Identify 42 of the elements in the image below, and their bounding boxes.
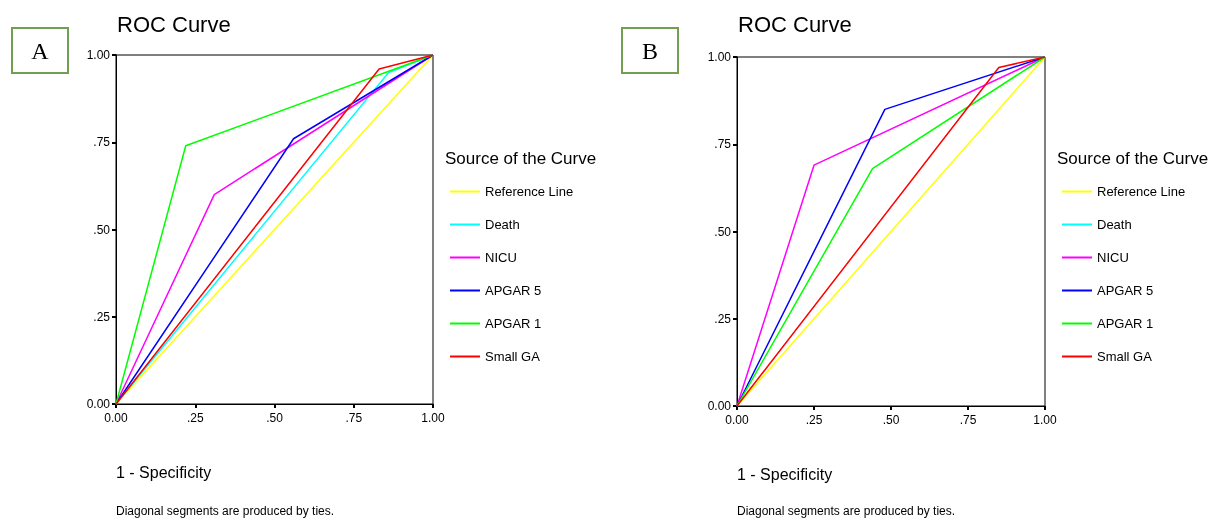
x-tick-label: 0.00 xyxy=(104,411,128,425)
y-tick-label: .75 xyxy=(714,137,732,152)
x-axis-title: 1 - Specificity xyxy=(116,463,212,481)
x-axis-title: 1 - Specificity xyxy=(737,465,833,483)
legend-title: Source of the Curve xyxy=(1057,149,1209,168)
chart-title: ROC Curve xyxy=(117,11,231,37)
legend-label: Death xyxy=(485,217,520,232)
x-tick-label: .75 xyxy=(345,411,363,425)
legend-label: NICU xyxy=(485,250,517,265)
text: A xyxy=(31,38,50,64)
chart-title: ROC Curve xyxy=(738,11,852,37)
y-tick-label: .25 xyxy=(714,311,732,326)
legend-label: Reference Line xyxy=(485,184,574,199)
x-tick-label: .50 xyxy=(882,413,900,427)
y-tick-label: 0.00 xyxy=(707,399,732,413)
text: B xyxy=(641,38,659,64)
y-tick-label: .50 xyxy=(714,224,732,239)
y-tick-label: .25 xyxy=(93,309,111,324)
y-tick-label: 0.00 xyxy=(86,397,111,411)
text: Diagonal segments are produced by ties. xyxy=(116,504,335,518)
y-tick-label: .50 xyxy=(93,222,111,237)
legend-label: Small GA xyxy=(1097,349,1153,364)
text: Diagonal segments are produced by ties. xyxy=(737,504,956,518)
x-tick-label: .50 xyxy=(266,411,284,425)
x-tick-label: .25 xyxy=(186,411,204,425)
legend-label: Reference Line xyxy=(1097,184,1186,199)
x-tick-label: 1.00 xyxy=(421,411,445,425)
y-tick-label: 1.00 xyxy=(86,48,111,62)
x-tick-label: .25 xyxy=(805,413,823,427)
legend-label: APGAR 1 xyxy=(485,316,542,331)
y-tick-label: 1.00 xyxy=(707,50,732,64)
legend-title: Source of the Curve xyxy=(445,149,597,168)
legend-label: NICU xyxy=(1097,250,1129,265)
legend-label: Small GA xyxy=(485,349,541,364)
legend-label: APGAR 1 xyxy=(1097,316,1154,331)
y-tick-label: .75 xyxy=(93,135,111,150)
x-tick-label: 1.00 xyxy=(1033,413,1057,427)
legend-label: APGAR 5 xyxy=(1097,283,1154,298)
x-tick-label: 0.00 xyxy=(725,413,749,427)
legend-label: APGAR 5 xyxy=(485,283,542,298)
legend-label: Death xyxy=(1097,217,1132,232)
x-tick-label: .75 xyxy=(959,413,977,427)
